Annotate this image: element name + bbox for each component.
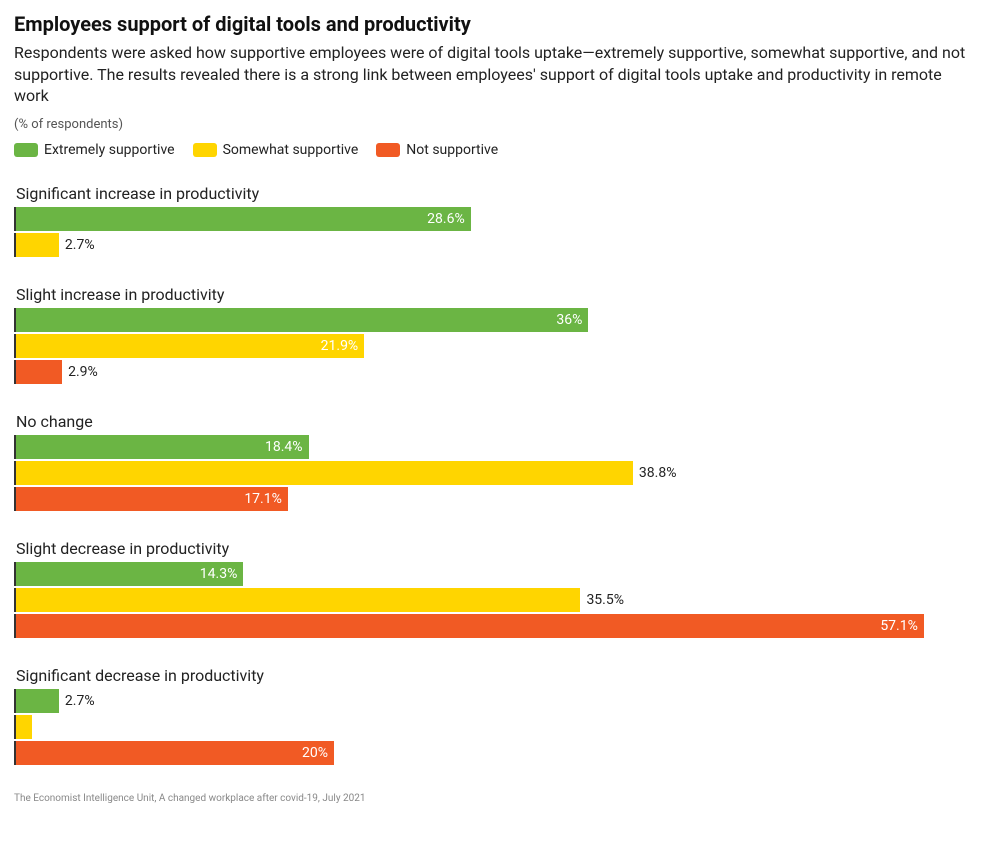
bar-row: 2.7% xyxy=(14,689,968,713)
legend-item: Not supportive xyxy=(376,142,498,158)
bar-somewhat: 21.9% xyxy=(16,334,364,358)
bar-value-label: 14.3% xyxy=(200,566,238,582)
bar-row: 35.5% xyxy=(14,588,968,612)
bar-not: 57.1% xyxy=(16,614,924,638)
chart-units-label: (% of respondents) xyxy=(14,117,978,132)
bar-row: 2.7% xyxy=(14,233,968,257)
bar-group-label: Significant increase in productivity xyxy=(16,184,968,203)
bar-group: Slight decrease in productivity 14.3% 35.5… xyxy=(14,539,968,638)
chart-title: Employees support of digital tools and p… xyxy=(14,12,978,36)
bar-group: No change 18.4% 38.8% 17.1% xyxy=(14,412,968,511)
bar-value-label: 2.7% xyxy=(65,693,95,709)
bar-group: Significant decrease in productivity 2.7%… xyxy=(14,666,968,765)
bar-value-label: 35.5% xyxy=(586,592,624,608)
bar-value-label: 28.6% xyxy=(427,211,465,227)
bar-group-label: No change xyxy=(16,412,968,431)
legend-item: Extremely supportive xyxy=(14,142,175,158)
bar-somewhat xyxy=(16,715,32,739)
bar-row xyxy=(14,715,968,739)
bar-extremely: 28.6% xyxy=(16,207,471,231)
bar-value-label: 38.8% xyxy=(639,465,677,481)
bar-value-label: 36% xyxy=(556,312,582,328)
bar-row: 57.1% xyxy=(14,614,968,638)
bar-value-label: 20% xyxy=(302,745,328,761)
chart-legend: Extremely supportive Somewhat supportive N… xyxy=(14,142,978,158)
chart-plot-area: Significant increase in productivity 28.6… xyxy=(14,184,978,765)
bar-extremely: 36% xyxy=(16,308,588,332)
bar-not: 2.9% xyxy=(16,360,62,384)
legend-swatch xyxy=(193,143,217,157)
bar-somewhat: 38.8% xyxy=(16,461,633,485)
bar-extremely: 18.4% xyxy=(16,435,309,459)
bar-somewhat: 2.7% xyxy=(16,233,59,257)
bar-row: 18.4% xyxy=(14,435,968,459)
bar-group-label: Significant decrease in productivity xyxy=(16,666,968,685)
bar-row: 17.1% xyxy=(14,487,968,511)
legend-swatch xyxy=(376,143,400,157)
bar-row: 21.9% xyxy=(14,334,968,358)
bar-extremely: 2.7% xyxy=(16,689,59,713)
bar-not: 17.1% xyxy=(16,487,288,511)
bar-somewhat: 35.5% xyxy=(16,588,580,612)
bar-not: 20% xyxy=(16,741,334,765)
bar-value-label: 21.9% xyxy=(321,338,359,354)
chart-subtitle: Respondents were asked how supportive em… xyxy=(14,42,974,107)
legend-label: Somewhat supportive xyxy=(223,142,359,158)
legend-swatch xyxy=(14,143,38,157)
bar-row: 20% xyxy=(14,741,968,765)
bar-row: 14.3% xyxy=(14,562,968,586)
legend-label: Not supportive xyxy=(406,142,498,158)
bar-row: 28.6% xyxy=(14,207,968,231)
bar-row: 36% xyxy=(14,308,968,332)
bar-value-label: 2.9% xyxy=(68,364,98,380)
bar-value-label: 17.1% xyxy=(244,491,282,507)
bar-row: 38.8% xyxy=(14,461,968,485)
chart-source-footer: The Economist Intelligence Unit, A chang… xyxy=(14,793,978,804)
bar-value-label: 57.1% xyxy=(880,618,918,634)
bar-row: 2.9% xyxy=(14,360,968,384)
bar-group: Slight increase in productivity 36% 21.9% 2… xyxy=(14,285,968,384)
legend-label: Extremely supportive xyxy=(44,142,175,158)
bar-extremely: 14.3% xyxy=(16,562,243,586)
bar-value-label: 2.7% xyxy=(65,237,95,253)
bar-value-label: 18.4% xyxy=(265,439,303,455)
chart-container: Employees support of digital tools and p… xyxy=(0,0,992,812)
bar-group-label: Slight increase in productivity xyxy=(16,285,968,304)
legend-item: Somewhat supportive xyxy=(193,142,359,158)
bar-group-label: Slight decrease in productivity xyxy=(16,539,968,558)
bar-group: Significant increase in productivity 28.6… xyxy=(14,184,968,257)
